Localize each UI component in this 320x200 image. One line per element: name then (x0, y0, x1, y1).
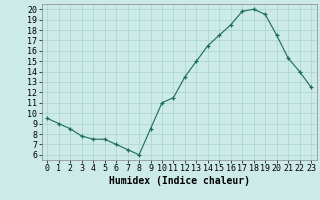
X-axis label: Humidex (Indice chaleur): Humidex (Indice chaleur) (109, 176, 250, 186)
